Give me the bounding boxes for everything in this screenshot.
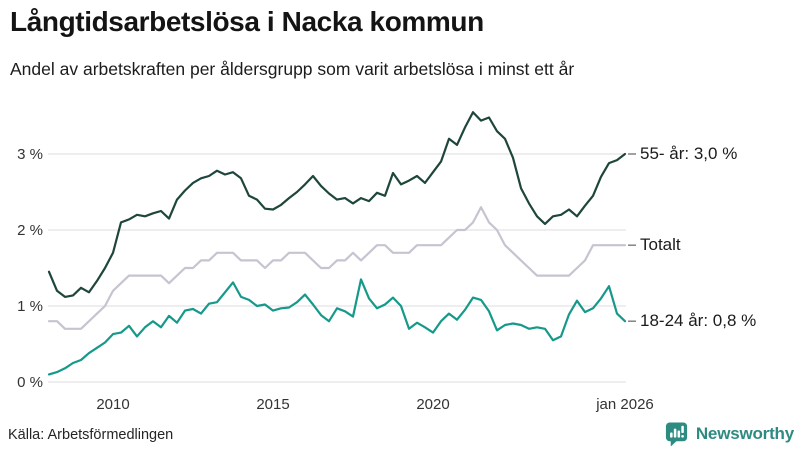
newsworthy-icon [665, 422, 687, 447]
x-tick-label: 2010 [96, 396, 129, 413]
x-tick-label: 2020 [416, 396, 449, 413]
newsworthy-wordmark: Newsworthy [695, 424, 794, 443]
x-tick-label: 2015 [256, 396, 289, 413]
x-tick-label: jan 2026 [595, 396, 654, 413]
newsworthy-logo: Newsworthy [664, 420, 794, 448]
series-line-18-24-ar [47, 278, 627, 376]
series-end-label-18-24-ar: 18-24 år: 0,8 % [640, 311, 757, 330]
y-tick-label: 3 % [17, 146, 43, 163]
series-line-55-ar [47, 111, 627, 298]
source-note: Källa: Arbetsförmedlingen [8, 427, 174, 443]
y-tick-label: 2 % [17, 222, 43, 239]
page-title: Långtidsarbetslösa i Nacka kommun [10, 6, 484, 37]
y-tick-label: 0 % [17, 374, 43, 391]
series-end-label-totalt: Totalt [640, 235, 681, 254]
series-end-label-55-ar: 55- år: 3,0 % [640, 144, 738, 163]
chart-subtitle: Andel av arbetskraften per åldersgrupp s… [10, 59, 575, 79]
y-tick-label: 1 % [17, 298, 43, 315]
series-line-totalt [47, 206, 627, 330]
